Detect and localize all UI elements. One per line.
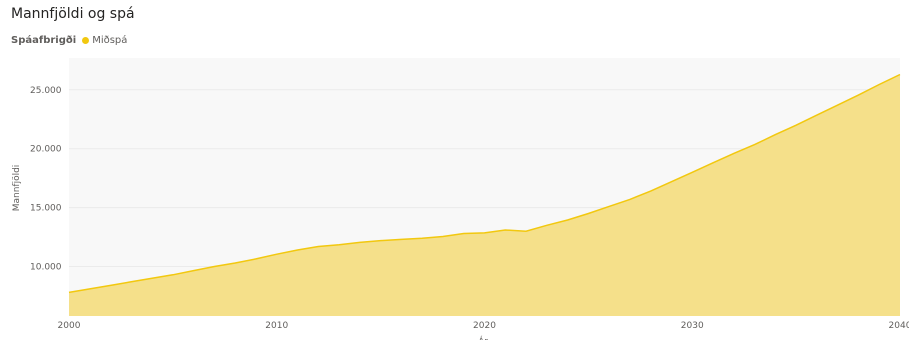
- page-title: Mannfjöldi og spá: [11, 6, 135, 22]
- x-axis-title: Ár: [478, 335, 488, 340]
- x-tick-label: 2040: [889, 321, 909, 331]
- y-tick-label: 10.000: [30, 263, 62, 273]
- x-tick-label: 2010: [265, 321, 288, 331]
- legend: Spáafbrigði Miðspá: [11, 35, 127, 46]
- legend-marker: [82, 37, 90, 44]
- legend-item-midspa[interactable]: Miðspá: [92, 35, 128, 46]
- x-tick-label: 2020: [473, 321, 496, 331]
- x-tick-label: 2000: [58, 321, 81, 331]
- series-area-midspa[interactable]: [69, 74, 900, 317]
- x-axis-ticks: 2000 2010 2020 2030 2040: [58, 321, 909, 331]
- y-axis-ticks: 10.000 15.000 20.000 25.000: [30, 86, 62, 273]
- series-line-midspa[interactable]: [68, 73, 901, 294]
- y-tick-label: 20.000: [30, 145, 62, 155]
- y-tick-label: 25.000: [30, 86, 62, 96]
- y-axis-title: Mannfjöldi: [12, 165, 22, 212]
- y-tick-label: 15.000: [30, 204, 62, 214]
- legend-title: Spáafbrigði: [11, 35, 77, 46]
- x-tick-label: 2030: [681, 321, 704, 331]
